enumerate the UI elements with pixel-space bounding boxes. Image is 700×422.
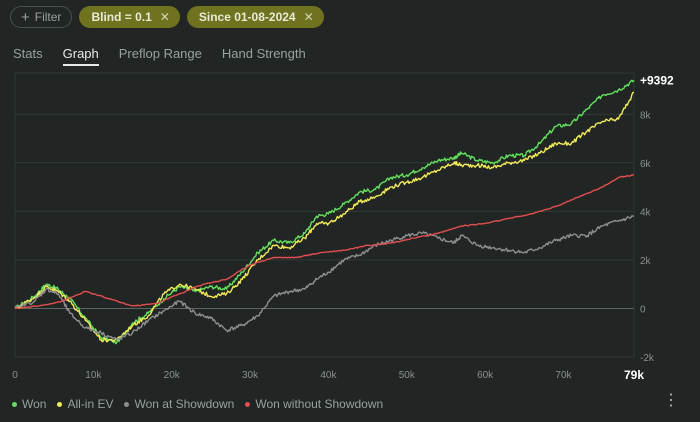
profit-graph: -2k 0 2k 4k 6k 8k 0 10k 20k 30k 40k 50k 60k 70k 79k +93… (12, 72, 674, 382)
x-tick-label: 20k (164, 370, 181, 381)
tab-bar: Stats Graph Preflop Range Hand Strength (13, 46, 326, 66)
add-filter-label: Filter (34, 10, 62, 24)
x-end-label: 79k (624, 368, 644, 382)
legend-label: Won at Showdown (134, 397, 235, 411)
y-tick-label: 8k (640, 110, 652, 121)
series-line-won-at-showdown (14, 215, 635, 341)
filter-chip-label: Since 01-08-2024 (198, 10, 296, 24)
tab-hand-strength[interactable]: Hand Strength (221, 46, 306, 61)
filter-chip-label: Blind = 0.1 (91, 10, 152, 24)
filter-chip-since[interactable]: Since 01-08-2024 ✕ (186, 6, 324, 28)
close-icon[interactable]: ✕ (159, 10, 170, 24)
series-line-won (14, 79, 635, 345)
plus-icon: + (21, 8, 30, 26)
y-tick-label: 6k (640, 159, 652, 170)
add-filter-button[interactable]: + Filter (10, 6, 73, 28)
tab-preflop-range[interactable]: Preflop Range (118, 46, 202, 61)
more-options-icon[interactable]: ⋮ (663, 392, 679, 409)
filter-chip-blind[interactable]: Blind = 0.1 ✕ (79, 6, 180, 28)
chart-legend: Won All-in EV Won at Showdown Won withou… (12, 397, 394, 411)
legend-item-won-at-showdown[interactable]: Won at Showdown (124, 397, 234, 411)
legend-swatch (57, 401, 63, 407)
x-tick-label: 10k (85, 370, 102, 381)
legend-label: All-in EV (67, 397, 114, 411)
legend-label: Won without Showdown (255, 397, 384, 411)
y-tick-label: 4k (640, 207, 652, 218)
x-tick-label: 60k (477, 370, 494, 381)
tab-graph[interactable]: Graph (62, 46, 99, 66)
y-tick-label: -2k (640, 353, 655, 364)
end-value-label: +9392 (640, 73, 674, 87)
series-line-all-in-ev (14, 91, 634, 343)
x-tick-label: 0 (12, 370, 18, 381)
legend-swatch (124, 401, 130, 407)
series-line-won-without-showdown (14, 174, 634, 310)
legend-item-won-without-showdown[interactable]: Won without Showdown (245, 397, 383, 411)
plot-frame (14, 72, 635, 358)
x-tick-label: 70k (555, 370, 572, 381)
x-tick-label: 30k (242, 370, 259, 381)
legend-label: Won (22, 397, 47, 411)
legend-item-won[interactable]: Won (12, 397, 46, 411)
x-tick-label: 50k (399, 370, 416, 381)
filter-bar: + Filter Blind = 0.1 ✕ Since 01-08-2024 … (10, 6, 324, 28)
legend-swatch (245, 401, 251, 407)
close-icon[interactable]: ✕ (303, 10, 314, 24)
y-tick-label: 0 (640, 304, 646, 315)
y-tick-label: 2k (640, 256, 652, 267)
legend-item-all-in-ev[interactable]: All-in EV (57, 397, 113, 411)
tab-stats[interactable]: Stats (13, 46, 43, 61)
x-tick-label: 40k (320, 370, 337, 381)
legend-swatch (12, 401, 17, 407)
